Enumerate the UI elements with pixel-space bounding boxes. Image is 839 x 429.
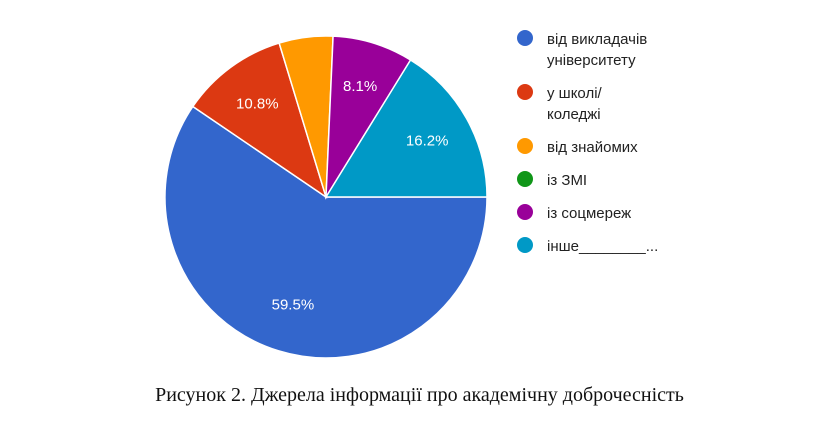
figure-caption: Рисунок 2. Джерела інформації про академ…: [155, 384, 684, 406]
legend-label-1: у школі/коледжі: [547, 85, 603, 123]
legend-label-5: інше________...: [547, 238, 658, 255]
pie-slice-0-value-label: 59.5%: [272, 297, 315, 314]
legend-item-4: із соцмереж: [517, 204, 631, 222]
pie-slice-4-value-label: 8.1%: [343, 78, 377, 95]
legend-label-3: із ЗМІ: [547, 172, 587, 189]
pie-slices: [164, 35, 488, 359]
pie-slice-5-value-label: 16.2%: [406, 133, 449, 150]
pie-chart: 59.5% 10.8% 8.1% 16.2% від викладачів універ…: [164, 30, 658, 359]
legend-marker-5: [517, 237, 533, 253]
legend-marker-0: [517, 30, 533, 46]
legend-marker-1: [517, 84, 533, 100]
legend-item-3: із ЗМІ: [517, 171, 587, 189]
legend-item-2: від знайомих: [517, 138, 638, 156]
legend-marker-2: [517, 138, 533, 154]
legend-label-2: від знайомих: [547, 139, 638, 156]
legend: від викладачів університету у школі/коледж…: [517, 30, 658, 255]
legend-item-5: інше________...: [517, 237, 658, 255]
legend-marker-4: [517, 204, 533, 220]
legend-item-1: у школі/коледжі: [517, 84, 603, 123]
legend-label-0: від викладачів університету: [547, 31, 647, 69]
pie-slice-5: [324, 58, 488, 198]
pie-slice-0: [164, 105, 488, 359]
pie-slice-labels: 59.5% 10.8% 8.1% 16.2%: [236, 78, 448, 314]
legend-marker-3: [517, 171, 533, 187]
legend-label-4: із соцмереж: [547, 205, 631, 222]
pie-slice-1: [191, 42, 328, 199]
pie-slice-1-value-label: 10.8%: [236, 96, 279, 113]
legend-item-0: від викладачів університету: [517, 30, 647, 69]
